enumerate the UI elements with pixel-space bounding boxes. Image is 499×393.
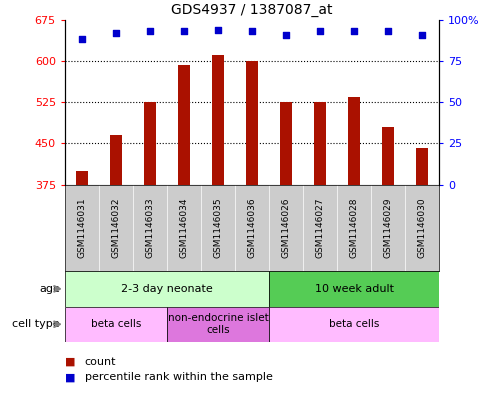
Point	[316, 28, 324, 34]
Bar	[269, 307, 439, 342]
Text: GSM1146034: GSM1146034	[180, 198, 189, 258]
Text: GSM1146027: GSM1146027	[315, 198, 324, 258]
Bar	[314, 102, 326, 185]
Title: GDS4937 / 1387087_at: GDS4937 / 1387087_at	[171, 3, 333, 17]
Text: GSM1146036: GSM1146036	[248, 198, 256, 258]
Bar	[65, 307, 167, 342]
Bar	[246, 61, 258, 185]
Text: percentile rank within the sample: percentile rank within the sample	[85, 372, 273, 382]
Bar	[212, 55, 224, 185]
Bar	[280, 102, 292, 185]
Point	[112, 30, 120, 36]
Point	[384, 28, 392, 34]
Text: GSM1146031: GSM1146031	[77, 198, 86, 258]
Text: ■: ■	[65, 372, 75, 382]
Text: non-endocrine islet
cells: non-endocrine islet cells	[168, 314, 268, 335]
Text: GSM1146035: GSM1146035	[214, 198, 223, 258]
Bar	[110, 135, 122, 185]
Text: beta cells: beta cells	[329, 319, 379, 329]
Text: GSM1146029: GSM1146029	[384, 198, 393, 258]
Text: 2-3 day neonate: 2-3 day neonate	[121, 284, 213, 294]
Text: cell type: cell type	[12, 319, 60, 329]
Text: GSM1146032: GSM1146032	[111, 198, 120, 258]
Text: GSM1146026: GSM1146026	[281, 198, 290, 258]
Bar	[348, 97, 360, 185]
Text: 10 week adult: 10 week adult	[314, 284, 394, 294]
Point	[78, 36, 86, 42]
Text: ■: ■	[65, 356, 75, 367]
Text: GSM1146033: GSM1146033	[145, 198, 154, 258]
Point	[146, 28, 154, 34]
Bar	[144, 102, 156, 185]
Text: beta cells: beta cells	[91, 319, 141, 329]
Bar	[269, 271, 439, 307]
Bar	[65, 271, 269, 307]
Bar	[382, 127, 394, 185]
Point	[282, 31, 290, 38]
Text: count: count	[85, 356, 116, 367]
Text: GSM1146030: GSM1146030	[418, 198, 427, 258]
Text: age: age	[39, 284, 60, 294]
Point	[350, 28, 358, 34]
Bar	[178, 65, 190, 185]
Point	[418, 31, 426, 38]
Point	[248, 28, 256, 34]
Bar	[416, 148, 428, 185]
Bar	[76, 171, 88, 185]
Text: GSM1146028: GSM1146028	[350, 198, 359, 258]
Point	[180, 28, 188, 34]
Point	[214, 26, 222, 33]
Bar	[167, 307, 269, 342]
